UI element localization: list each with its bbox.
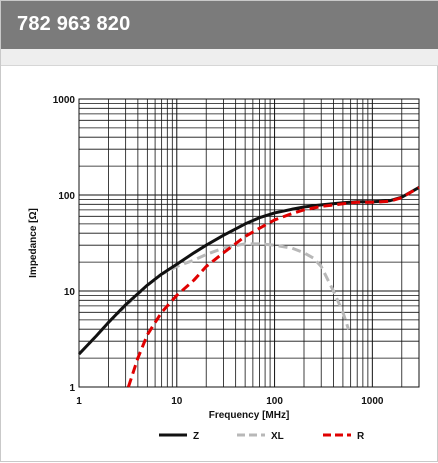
- legend-label-xl: XL: [271, 431, 284, 442]
- legend-label-z: Z: [193, 431, 199, 442]
- y-tick-label: 10: [64, 287, 76, 298]
- series-line-r: [126, 186, 420, 388]
- x-tick-label: 1000: [361, 396, 384, 407]
- y-tick-label: 100: [58, 191, 75, 202]
- tick-labels: 1 10 100 1000 1 10 100 1000: [53, 95, 384, 407]
- x-tick-label: 10: [171, 396, 183, 407]
- header-separator: [1, 49, 438, 66]
- x-tick-label: 100: [266, 396, 283, 407]
- header-bar: 782 963 820: [1, 1, 438, 49]
- series-layer: [77, 186, 420, 388]
- chart-grid: [78, 98, 420, 388]
- series-line-z: [77, 186, 420, 356]
- x-tick-label: 1: [76, 396, 82, 407]
- y-axis-label: Impedance [Ω]: [28, 208, 39, 278]
- legend: Z XL R: [159, 431, 365, 442]
- y-tick-label: 1: [69, 383, 75, 394]
- legend-label-r: R: [357, 431, 365, 442]
- y-tick-label: 1000: [53, 95, 76, 106]
- plot-frame: [78, 98, 420, 388]
- part-number-title: 782 963 820: [17, 13, 131, 35]
- x-axis-label: Frequency [MHz]: [209, 410, 290, 421]
